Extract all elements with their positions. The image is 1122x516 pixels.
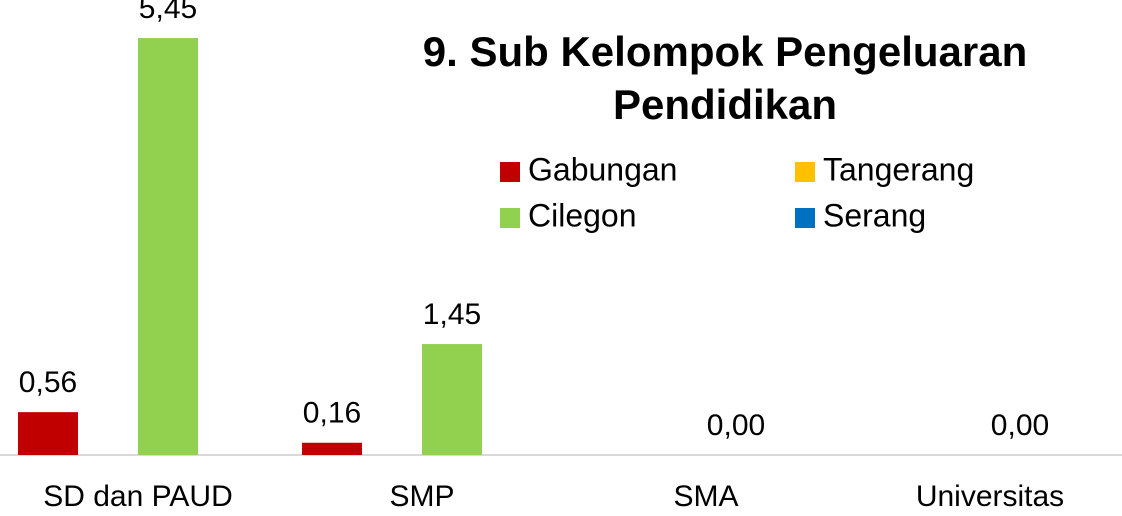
data-label: 0,16 — [303, 397, 361, 430]
data-label: 5,45 — [139, 0, 197, 25]
bar — [422, 344, 482, 455]
x-tick-label: SMP — [389, 480, 454, 513]
x-tick-label: Universitas — [916, 480, 1064, 513]
legend-swatch — [500, 162, 520, 182]
data-label: 0,00 — [991, 409, 1049, 442]
x-tick-label: SMA — [673, 480, 738, 513]
bar — [302, 442, 362, 455]
x-tick-label: SD dan PAUD — [43, 480, 233, 513]
legend-swatch — [795, 162, 815, 182]
data-label: 0,56 — [19, 366, 77, 399]
chart-title: Pendidikan — [613, 81, 837, 128]
legend-label: Serang — [823, 197, 926, 233]
chart-title: 9. Sub Kelompok Pengeluaran — [423, 28, 1027, 75]
data-label: 0,00 — [707, 409, 765, 442]
legend-label: Cilegon — [528, 197, 637, 233]
legend-swatch — [500, 208, 520, 228]
bar — [138, 38, 198, 455]
legend-swatch — [795, 208, 815, 228]
bar — [18, 412, 78, 455]
data-label: 1,45 — [423, 298, 481, 331]
legend-label: Gabungan — [528, 151, 677, 187]
legend-label: Tangerang — [823, 151, 974, 187]
